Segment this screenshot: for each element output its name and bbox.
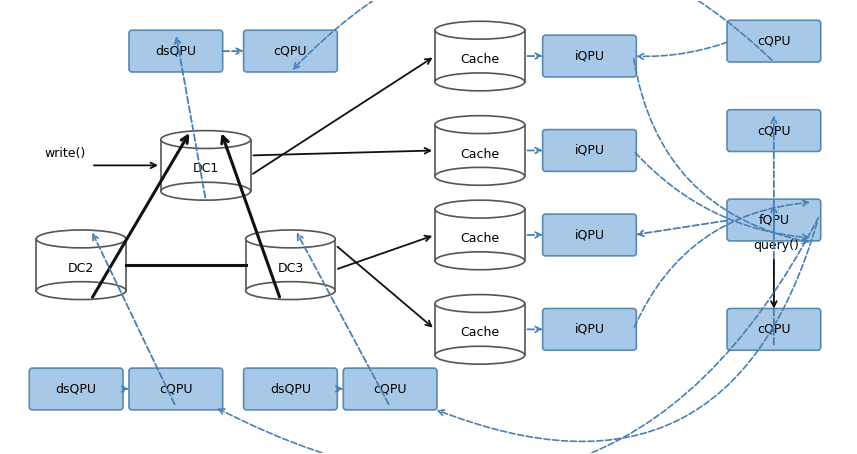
Ellipse shape [435,252,524,270]
Bar [161,139,250,191]
Bar [435,209,524,261]
Text: cQPU: cQPU [374,383,407,395]
Ellipse shape [435,116,524,133]
FancyArrowPatch shape [94,163,156,168]
Text: cQPU: cQPU [757,35,791,48]
Text: write(): write() [45,148,86,160]
FancyArrowPatch shape [638,221,728,236]
Ellipse shape [246,281,335,300]
FancyArrowPatch shape [297,234,389,405]
Text: dsQPU: dsQPU [155,44,196,58]
FancyArrowPatch shape [175,38,205,197]
FancyArrowPatch shape [336,386,341,392]
FancyArrowPatch shape [122,386,127,392]
Text: cQPU: cQPU [757,323,791,336]
Ellipse shape [36,281,126,300]
Ellipse shape [161,182,250,200]
FancyArrowPatch shape [771,207,776,345]
FancyBboxPatch shape [129,30,223,72]
Text: DC1: DC1 [193,163,219,175]
FancyBboxPatch shape [727,199,821,241]
FancyArrowPatch shape [527,53,541,59]
FancyArrowPatch shape [222,137,279,297]
FancyBboxPatch shape [243,30,338,72]
FancyBboxPatch shape [727,20,821,62]
Bar [36,239,126,291]
FancyBboxPatch shape [344,368,437,410]
FancyArrowPatch shape [253,59,431,174]
FancyBboxPatch shape [542,35,637,77]
Bar [435,30,524,82]
Text: fQPU: fQPU [758,213,789,227]
Ellipse shape [435,168,524,185]
FancyArrowPatch shape [771,260,776,307]
FancyBboxPatch shape [542,214,637,256]
FancyBboxPatch shape [542,129,637,171]
Ellipse shape [246,230,335,248]
Ellipse shape [161,131,250,148]
Text: dsQPU: dsQPU [56,383,97,395]
Text: cQPU: cQPU [159,383,193,395]
Text: cQPU: cQPU [757,124,791,137]
Text: iQPU: iQPU [574,323,604,336]
FancyArrowPatch shape [638,42,728,59]
Text: dsQPU: dsQPU [270,383,311,395]
FancyArrowPatch shape [634,59,808,244]
FancyArrowPatch shape [771,118,776,235]
Text: Cache: Cache [460,148,500,161]
Ellipse shape [435,295,524,312]
FancyBboxPatch shape [29,368,123,410]
FancyArrowPatch shape [438,223,817,441]
Text: DC3: DC3 [278,262,303,275]
FancyArrowPatch shape [338,247,431,326]
Text: DC2: DC2 [68,262,94,275]
Text: Cache: Cache [460,53,500,66]
Ellipse shape [435,346,524,364]
Ellipse shape [435,200,524,218]
Text: Cache: Cache [460,232,500,245]
FancyArrowPatch shape [93,234,175,405]
FancyArrowPatch shape [294,0,772,69]
FancyBboxPatch shape [129,368,223,410]
FancyArrowPatch shape [527,232,541,238]
FancyArrowPatch shape [254,148,430,155]
Bar [435,125,524,176]
FancyArrowPatch shape [338,236,430,269]
FancyArrowPatch shape [219,217,818,454]
Ellipse shape [435,21,524,39]
FancyArrowPatch shape [635,153,808,240]
Text: Cache: Cache [460,326,500,340]
FancyBboxPatch shape [542,309,637,350]
FancyArrowPatch shape [634,200,808,327]
FancyBboxPatch shape [243,368,338,410]
Bar [435,304,524,355]
FancyArrowPatch shape [223,48,242,54]
Text: cQPU: cQPU [273,44,307,58]
Text: iQPU: iQPU [574,49,604,63]
FancyArrowPatch shape [527,326,541,332]
FancyArrowPatch shape [93,136,188,297]
Text: iQPU: iQPU [574,228,604,242]
Ellipse shape [435,73,524,91]
Bar [246,239,335,291]
Text: query(): query() [753,239,799,252]
Ellipse shape [36,230,126,248]
FancyArrowPatch shape [527,148,541,153]
Text: iQPU: iQPU [574,144,604,157]
FancyBboxPatch shape [727,309,821,350]
FancyBboxPatch shape [727,110,821,152]
